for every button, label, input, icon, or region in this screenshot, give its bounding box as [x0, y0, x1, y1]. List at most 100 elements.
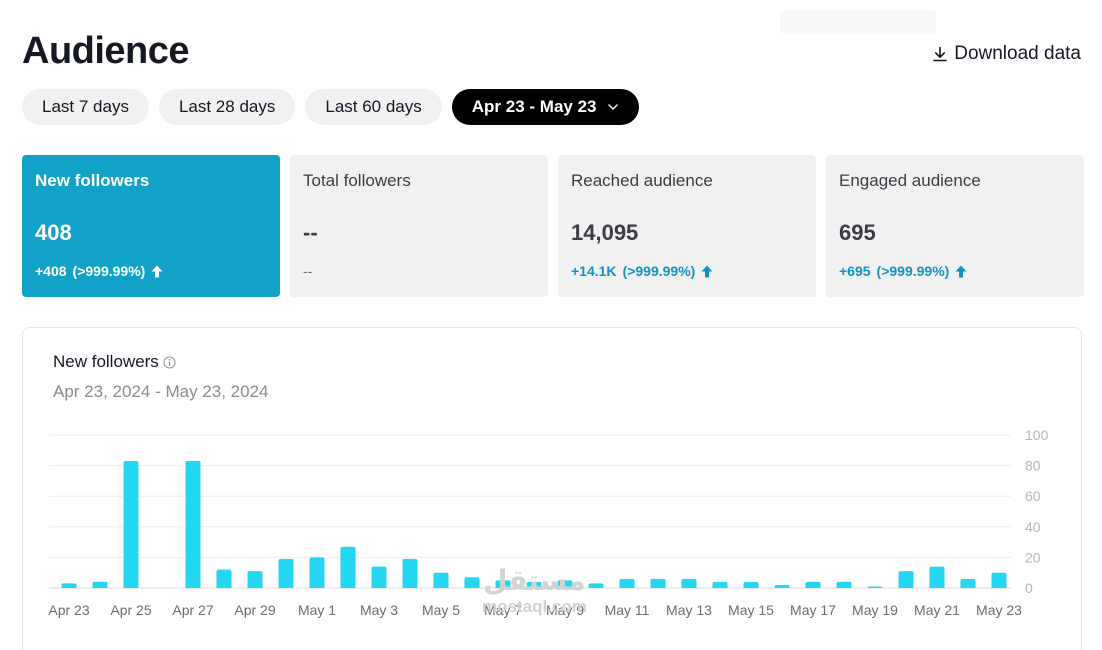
chart-bar	[681, 578, 697, 588]
download-data-label: Download data	[954, 43, 1081, 64]
delta-percent: (>999.99%)	[876, 263, 950, 279]
card-delta: +408 (>999.99%)	[35, 263, 163, 279]
x-tick-label: Apr 27	[172, 602, 213, 618]
y-tick-label: 100	[1025, 427, 1049, 443]
metric-cards: New followers 408 +408 (>999.99%) Total …	[22, 155, 1084, 297]
x-tick-label: May 5	[422, 602, 460, 618]
card-value: 695	[839, 220, 876, 245]
card-delta: +14.1K (>999.99%)	[571, 263, 713, 279]
chart-bar	[278, 558, 294, 588]
card-total-followers[interactable]: Total followers -- --	[290, 155, 548, 297]
chart-bar	[309, 557, 325, 588]
card-label: Reached audience	[571, 171, 713, 190]
chart-bar	[743, 581, 759, 588]
date-range-tabs: Last 7 days Last 28 days Last 60 days Ap…	[22, 89, 639, 125]
x-tick-label: May 21	[914, 602, 960, 618]
chart-bar	[371, 566, 387, 588]
x-tick-label: May 11	[605, 602, 650, 618]
chart-bar	[836, 581, 852, 588]
custom-date-range-dropdown[interactable]: Apr 23 - May 23	[451, 89, 639, 125]
tab-label: Last 28 days	[178, 97, 276, 116]
chart-bar	[402, 558, 418, 588]
chart-bar	[92, 581, 108, 588]
card-label: Total followers	[303, 171, 411, 190]
x-tick-label: May 13	[666, 602, 712, 618]
arrow-up-icon	[955, 265, 967, 277]
x-tick-label: May 3	[360, 602, 398, 618]
x-tick-label: May 7	[484, 602, 522, 618]
y-tick-label: 60	[1025, 488, 1041, 504]
chart-bar	[898, 571, 914, 588]
card-new-followers[interactable]: New followers 408 +408 (>999.99%)	[22, 155, 280, 297]
delta-value: +14.1K	[571, 263, 617, 279]
chart-bar	[340, 546, 356, 588]
chart-bar	[712, 581, 728, 588]
x-tick-label: Apr 25	[110, 602, 151, 618]
chart-bar	[650, 578, 666, 588]
download-data-button[interactable]: Download data	[932, 43, 1081, 65]
chart-date-range: Apr 23, 2024 - May 23, 2024	[53, 382, 269, 401]
x-tick-label: Apr 29	[234, 602, 275, 618]
chart-bar	[495, 580, 511, 588]
card-engaged-audience[interactable]: Engaged audience 695 +695 (>999.99%)	[826, 155, 1084, 297]
chart-bar	[216, 569, 232, 588]
y-tick-label: 20	[1025, 549, 1041, 565]
tab-last-28-days[interactable]: Last 28 days	[158, 89, 296, 125]
chart-bar	[247, 571, 263, 588]
chart-bar	[774, 584, 790, 588]
y-tick-label: 80	[1025, 458, 1041, 474]
card-label: New followers	[35, 171, 150, 190]
card-label: Engaged audience	[839, 171, 981, 190]
x-tick-label: Apr 23	[48, 602, 89, 618]
arrow-up-icon	[701, 265, 713, 277]
tab-label: Last 7 days	[42, 97, 129, 116]
x-tick-label: May 17	[790, 602, 836, 618]
card-value: 14,095	[571, 220, 639, 245]
card-delta: --	[303, 263, 312, 279]
page-title: Audience	[22, 30, 190, 72]
chart-bar	[867, 586, 883, 589]
chart-bar	[619, 578, 635, 588]
bar-chart: 0 20 40 60 80 100 Apr 23 Apr 25 Apr 27 Apr 29 May …	[48, 427, 1049, 618]
chart-bar	[960, 578, 976, 588]
chart-bar	[991, 572, 1007, 588]
tab-last-60-days[interactable]: Last 60 days	[305, 89, 442, 125]
chart-bar	[185, 461, 201, 588]
new-followers-chart-panel: New followers Apr 23, 2024 - May 23, 202…	[22, 327, 1082, 650]
tab-last-7-days[interactable]: Last 7 days	[22, 89, 149, 125]
delta-percent: (>999.99%)	[72, 263, 146, 279]
delta-value: +695	[839, 263, 871, 279]
card-value: --	[303, 220, 318, 245]
arrow-up-icon	[151, 265, 163, 277]
delta-percent: (>999.99%)	[622, 263, 696, 279]
card-reached-audience[interactable]: Reached audience 14,095 +14.1K (>999.99%…	[558, 155, 816, 297]
chart-bar	[526, 581, 542, 588]
x-tick-label: May 9	[546, 602, 584, 618]
chart-bar	[929, 566, 945, 588]
chevron-down-icon	[607, 104, 618, 110]
y-tick-label: 0	[1025, 580, 1033, 596]
chart-bar	[805, 581, 821, 588]
x-tick-label: May 23	[976, 602, 1022, 618]
chart-title: New followers	[53, 352, 176, 372]
delta-value: +408	[35, 263, 67, 279]
chart-bar	[433, 572, 449, 588]
x-tick-label: May 1	[298, 602, 336, 618]
chart-bar	[464, 577, 480, 588]
tab-label: Apr 23 - May 23	[471, 97, 597, 116]
x-tick-label: May 19	[852, 602, 898, 618]
chart-bar	[557, 580, 573, 588]
top-bar-placeholder	[780, 10, 936, 34]
chart-title-text: New followers	[53, 352, 159, 371]
card-delta: +695 (>999.99%)	[839, 263, 967, 279]
card-value: 408	[35, 220, 72, 245]
y-tick-label: 40	[1025, 519, 1041, 535]
x-tick-label: May 15	[728, 602, 774, 618]
chart-bar	[123, 461, 139, 588]
info-icon[interactable]	[163, 355, 176, 369]
chart-bar	[61, 583, 77, 588]
delta-value: --	[303, 263, 313, 279]
tab-label: Last 60 days	[325, 97, 422, 116]
chart-bar	[588, 583, 604, 588]
download-icon	[933, 46, 948, 62]
